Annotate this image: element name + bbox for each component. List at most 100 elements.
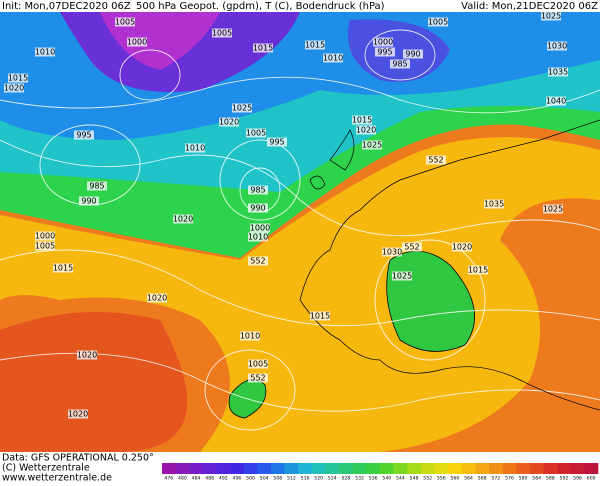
colorbar-label: 500 bbox=[246, 476, 255, 482]
isobar-label: 1005 bbox=[35, 242, 55, 251]
isobar-label: 990 bbox=[250, 204, 265, 213]
isobar-label: 1010 bbox=[240, 332, 260, 341]
label-box bbox=[87, 181, 107, 191]
isobar-label: 1025 bbox=[232, 104, 252, 113]
label-box bbox=[402, 242, 422, 252]
isobar-label: 1035 bbox=[548, 68, 568, 77]
label-box bbox=[53, 263, 73, 273]
label-box bbox=[546, 96, 566, 106]
label-box bbox=[390, 59, 410, 69]
isobar-label: 1005 bbox=[246, 129, 266, 138]
label-box bbox=[310, 311, 330, 321]
label-box bbox=[248, 232, 268, 242]
label-box bbox=[173, 214, 193, 224]
colorbar-cell bbox=[202, 463, 217, 474]
colorbar-label: 544 bbox=[396, 476, 405, 482]
label-box bbox=[4, 83, 24, 93]
isobar-label: 995 bbox=[377, 48, 392, 57]
isobar-label: 1000 bbox=[373, 38, 393, 47]
label-box bbox=[35, 231, 55, 241]
isobar-label: 995 bbox=[269, 138, 284, 147]
label-box bbox=[246, 128, 266, 138]
isobar-label: 1040 bbox=[546, 97, 566, 106]
colorbar-cell bbox=[352, 463, 367, 474]
label-box bbox=[426, 155, 446, 165]
map bbox=[0, 12, 600, 452]
label-box bbox=[547, 41, 567, 51]
copyright: (C) Wetterzentrale bbox=[2, 463, 90, 474]
isobar-label: 1025 bbox=[362, 141, 382, 150]
label-box bbox=[403, 49, 423, 59]
colorbar-label: 540 bbox=[382, 476, 391, 482]
colorbar-label: 568 bbox=[478, 476, 487, 482]
label-box bbox=[267, 137, 287, 147]
colorbar-cell bbox=[257, 463, 272, 474]
colorbar-cell bbox=[325, 463, 340, 474]
isobar-label: 1015 bbox=[53, 264, 73, 273]
colorbar-cell bbox=[366, 463, 381, 474]
label-box bbox=[35, 47, 55, 57]
isobar-label: 1020 bbox=[173, 215, 193, 224]
colorbar-label: 564 bbox=[464, 476, 473, 482]
isobar-label: 552 bbox=[428, 156, 443, 165]
colorbar-cell bbox=[189, 463, 204, 474]
isobar-label: 1030 bbox=[547, 42, 567, 51]
valid-time: Valid: Mon,21DEC2020 06Z bbox=[461, 1, 598, 12]
colorbar-label: 524 bbox=[328, 476, 337, 482]
colorbar-label: 600 bbox=[587, 476, 596, 482]
colorbar-label: 584 bbox=[532, 476, 541, 482]
colorbar-cell bbox=[420, 463, 435, 474]
isobar-label: 1015 bbox=[310, 312, 330, 321]
colorbar-cell bbox=[162, 463, 176, 474]
colorbar-label: 556 bbox=[437, 476, 446, 482]
colorbar-cell bbox=[339, 463, 354, 474]
colorbar-cell bbox=[311, 463, 326, 474]
isobar-label: 1030 bbox=[382, 248, 402, 257]
isobar-label: 1005 bbox=[212, 29, 232, 38]
isobar-label: 1015 bbox=[253, 44, 273, 53]
label-box bbox=[147, 293, 167, 303]
isobar-label: 1020 bbox=[452, 243, 472, 252]
label-box bbox=[248, 359, 268, 369]
isobar-label: 1010 bbox=[248, 233, 268, 242]
isobar-label: 1025 bbox=[392, 272, 412, 281]
colorbar-label: 528 bbox=[342, 476, 351, 482]
colorbar-cell bbox=[407, 463, 422, 474]
colorbar-cell bbox=[516, 463, 531, 474]
colorbar-label: 596 bbox=[573, 476, 582, 482]
label-box bbox=[79, 196, 99, 206]
colorbar-cell bbox=[284, 463, 299, 474]
colorbar-cell bbox=[448, 463, 463, 474]
header-bar bbox=[0, 0, 600, 12]
isobar-label: 1010 bbox=[323, 54, 343, 63]
label-box bbox=[362, 140, 382, 150]
isobar-label: 985 bbox=[392, 60, 407, 69]
colorbar-cell bbox=[489, 463, 503, 474]
colorbar-label: 548 bbox=[410, 476, 419, 482]
colorbar-cell bbox=[434, 463, 449, 474]
colorbar-label: 508 bbox=[273, 476, 282, 482]
isobar-label: 1005 bbox=[248, 360, 268, 369]
colorbar-cell bbox=[502, 463, 517, 474]
isobar-label: 1015 bbox=[305, 41, 325, 50]
label-box bbox=[375, 47, 395, 57]
label-box bbox=[185, 143, 205, 153]
isobar-label: 1020 bbox=[68, 410, 88, 419]
label-box bbox=[452, 242, 472, 252]
isobar-label: 1025 bbox=[541, 12, 561, 21]
colorbar-cell bbox=[461, 463, 476, 474]
isobar-label: 552 bbox=[250, 374, 265, 383]
label-box bbox=[232, 103, 252, 113]
colorbar-cell bbox=[230, 463, 245, 474]
label-box bbox=[68, 409, 88, 419]
colorbar-label: 512 bbox=[287, 476, 296, 482]
isobar-label: 1010 bbox=[35, 48, 55, 57]
colorbar-cell bbox=[529, 463, 544, 474]
label-box bbox=[212, 28, 232, 38]
colorbar-label: 576 bbox=[505, 476, 514, 482]
isobar-label: 995 bbox=[76, 131, 91, 140]
label-box bbox=[428, 17, 448, 27]
url: www.wetterzentrale.de bbox=[2, 473, 112, 483]
colorbar-label: 532 bbox=[355, 476, 364, 482]
isobar-label: 1020 bbox=[356, 126, 376, 135]
